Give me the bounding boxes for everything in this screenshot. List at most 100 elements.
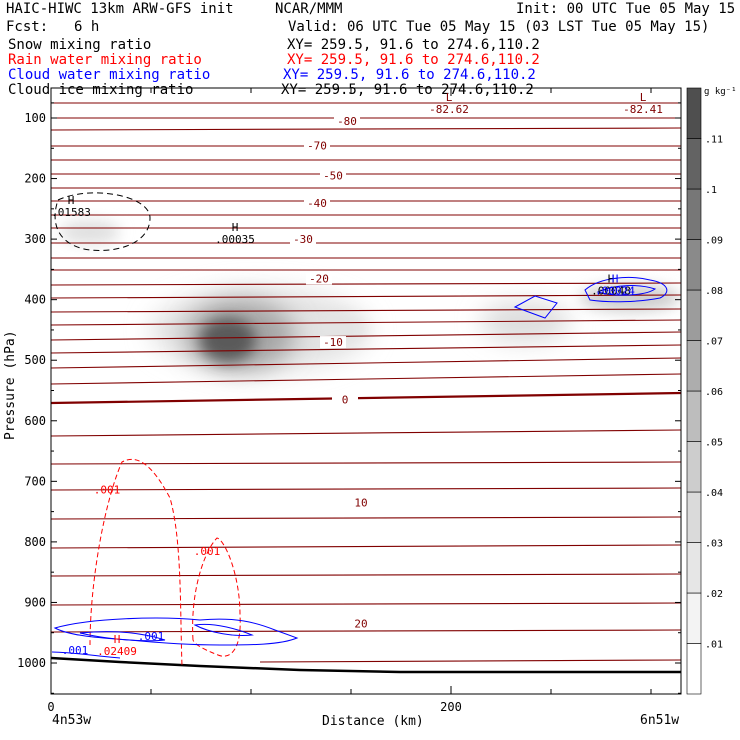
- extremum-value: .01583: [51, 206, 91, 219]
- shading-blob: [480, 302, 570, 342]
- y-tick-label: 400: [24, 293, 46, 307]
- y-tick-label: 100: [24, 111, 46, 125]
- center-name: NCAR/MMM: [275, 1, 343, 17]
- extremum-mark: H: [612, 273, 619, 286]
- colorbar-tick-label: .09: [705, 236, 723, 247]
- colorbar-swatch: [686, 340, 702, 392]
- field-name-cloud-water: Cloud water mixing ratio: [8, 67, 211, 83]
- isotherm: [51, 294, 681, 299]
- colorbar-tick-label: .01: [705, 640, 723, 651]
- shading-blob: [580, 284, 680, 312]
- isotherm-label-bg: [306, 272, 332, 285]
- isotherm-label-bg: [320, 336, 346, 349]
- field-xy-snow: XY= 259.5, 91.6 to 274.6,110.2: [287, 37, 540, 53]
- isotherm: [51, 373, 681, 385]
- contour-label: .001: [138, 630, 165, 643]
- extremum-mark: H: [608, 273, 615, 286]
- snow-contour: [54, 192, 151, 251]
- surface-line: [50, 656, 681, 674]
- cloud-water-contour: [584, 276, 668, 303]
- y-tick-label: 600: [24, 414, 46, 428]
- isotherm-label: -50: [323, 170, 343, 183]
- extrema-markers: H.01583H.00035L-82.62L-82.41H.00048H.000…: [51, 91, 663, 658]
- isotherm: [51, 573, 681, 577]
- isotherm-label-bg: [348, 617, 374, 630]
- init-time: Init: 00 UTC Tue 05 May 15: [516, 1, 736, 17]
- x-axis-title: Distance (km): [322, 714, 424, 729]
- colorbar-tick-label: .05: [705, 438, 723, 449]
- isotherm-label-bg: [320, 169, 346, 182]
- colorbar-tick-label: .02: [705, 589, 723, 600]
- isotherm: [51, 357, 681, 369]
- colorbar-tick-label: .11: [705, 135, 723, 146]
- colorbar: .01 .02 .03 .04 .05 .06 .07 .08 .09 .1 .11 g kg⁻¹: [686, 87, 737, 695]
- isotherm-label-bg: [348, 496, 374, 509]
- isotherm: [51, 487, 681, 491]
- rain-contours: [89, 458, 241, 667]
- isotherm: [51, 319, 681, 326]
- model-title: HAIC-HIWC 13km ARW-GFS init: [6, 1, 234, 17]
- colorbar-swatch: [686, 592, 702, 644]
- extremum-value: -82.62: [429, 103, 469, 116]
- isotherm-label-bg: [304, 139, 330, 152]
- colorbar-swatch: [686, 542, 702, 594]
- cloud-water-contours: [51, 276, 668, 659]
- y-tick-label: 500: [24, 353, 46, 367]
- isotherm: [51, 282, 681, 286]
- extremum-mark: L: [446, 91, 453, 104]
- isotherm-label: -70: [307, 139, 327, 152]
- isotherm: [51, 544, 681, 549]
- y-tick-label: 1000: [17, 656, 46, 670]
- contour-label: .001: [94, 483, 121, 496]
- rain-contour: [89, 458, 183, 667]
- colorbar-swatch: [686, 491, 702, 543]
- isotherm-label: -10: [323, 336, 343, 349]
- colorbar-tick-label: .08: [705, 286, 723, 297]
- extremum-mark: H: [114, 633, 121, 646]
- isotherm: [51, 127, 681, 131]
- colorbar-swatch: [686, 239, 702, 291]
- left-endpoint: 4n53w: [52, 713, 91, 728]
- isotherm-label: -40: [307, 197, 327, 210]
- isotherm: [51, 602, 681, 606]
- isotherms: [51, 102, 681, 663]
- colorbar-swatch: [686, 87, 702, 139]
- extremum-value: .00035: [215, 233, 255, 246]
- y-tick-label: 700: [24, 474, 46, 488]
- isotherm-label: -30: [293, 233, 313, 246]
- shading-blob: [200, 318, 256, 362]
- isotherm: [51, 516, 681, 520]
- isotherm: [51, 391, 681, 405]
- y-tick-label: 900: [24, 595, 46, 609]
- colorbar-swatch: [686, 441, 702, 493]
- extremum-value: .02409: [97, 645, 137, 658]
- colorbar-swatch: [686, 289, 702, 341]
- contour-label: .001: [62, 644, 89, 657]
- shading-blob: [60, 220, 120, 244]
- colorbar-swatch: [686, 390, 702, 442]
- isotherm-label: -20: [309, 272, 329, 285]
- forecast-label: Fcst:: [6, 19, 49, 35]
- field-name-snow: Snow mixing ratio: [8, 37, 152, 53]
- colorbar-swatch: [686, 643, 702, 695]
- right-endpoint: 6n51w: [640, 713, 679, 728]
- cloud-water-contour: [51, 651, 121, 659]
- isotherm: [51, 429, 681, 437]
- isotherm-label-bg: [290, 233, 316, 246]
- isotherm: [51, 344, 681, 354]
- extremum-mark: L: [640, 91, 647, 104]
- isotherm: [51, 461, 681, 465]
- isotherm-label-bg: [332, 393, 358, 406]
- colorbar-tick-label: .04: [705, 488, 723, 499]
- extremum-value: -82.41: [623, 103, 663, 116]
- cloud-water-contour: [193, 623, 254, 636]
- cloud-water-contour: [596, 285, 657, 296]
- isotherm-labels: -80 -70 -50 -40 -30 -20 -10 0 10 20: [290, 115, 374, 631]
- y-tick-label: 300: [24, 232, 46, 246]
- isotherm-label: 0: [342, 394, 349, 407]
- colorbar-tick-label: .1: [705, 185, 717, 196]
- field-xy-rain: XY= 259.5, 91.6 to 274.6,110.2: [287, 52, 540, 68]
- y-axis-title: Pressure (hPa): [3, 330, 18, 440]
